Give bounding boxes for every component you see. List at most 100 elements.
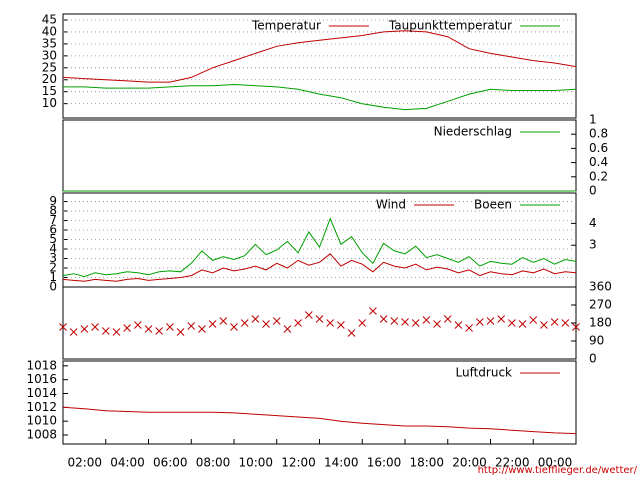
point [80,325,89,333]
y-tick-label: 9 [49,194,57,208]
point [540,321,548,329]
legend-label: Taupunkttemperatur [388,19,512,33]
series-line [62,253,577,282]
point [155,327,164,335]
point [69,328,78,336]
point [508,319,516,327]
point [347,329,356,337]
legend-label: Boeen [474,198,512,212]
y-tick-label: 5 [49,232,57,246]
point [572,323,580,331]
y-tick-label: 30 [42,48,57,62]
point [123,324,131,332]
point [133,321,142,329]
y-tick-label: 1 [49,270,57,284]
y-tick-label: 35 [42,36,57,50]
point [272,317,281,325]
point [454,321,463,329]
series-line [62,406,577,435]
point [251,315,260,323]
point [486,317,495,325]
x-tick-label: 18:00 [409,456,444,470]
point [262,320,270,328]
point [304,311,313,319]
point [561,319,570,327]
x-tick-label: 22:00 [495,456,530,470]
legend-label: Niederschlag [434,125,512,139]
y-tick-label: 1018 [26,358,57,372]
point [465,324,473,332]
x-tick-label: 04:00 [110,456,145,470]
series-line [62,30,577,83]
point [401,318,409,326]
point [166,323,174,331]
legend-label: Luftdruck [455,366,512,380]
x-tick-label: 10:00 [238,456,273,470]
y-tick-label: 1008 [26,428,57,442]
point [101,327,110,335]
source-link[interactable]: http://www.tiefflieger.de/wetter/ [478,465,638,476]
point [240,319,249,327]
point [326,319,335,327]
legend-label: Wind [376,198,406,212]
y-tick-label: 20 [42,72,57,86]
x-tick-label: 02:00 [67,456,102,470]
y-tick-label: 8 [49,204,57,218]
y-tick-label: 15 [42,84,57,98]
x-tick-label: 06:00 [153,456,188,470]
point [497,315,506,323]
point [283,325,292,333]
y-tick-label: 1012 [26,400,57,414]
point [219,317,228,325]
x-tick-label: 12:00 [281,456,316,470]
point [422,316,431,324]
y-tick-label: 6 [49,223,57,237]
y-tick-label: 10 [42,96,57,110]
point [315,315,324,323]
point [433,320,441,328]
series-line [62,217,577,278]
point [443,315,452,323]
point [390,317,399,325]
y2-tick-label: 360 [589,280,612,294]
y-tick-label: 25 [42,60,57,74]
y2-tick-label: 0.6 [589,141,608,155]
point [112,328,121,336]
point [518,320,527,328]
x-tick-label: 20:00 [452,456,487,470]
y2-tick-label: 4 [589,216,597,230]
y-tick-label: 4 [49,242,57,256]
x-tick-label: 16:00 [367,456,402,470]
y2-tick-label: 90 [589,334,604,348]
point [198,325,206,333]
y2-tick-label: 0.2 [589,169,608,183]
y-tick-label: 3 [49,251,57,265]
y2-tick-label: 0 [589,184,597,198]
point [91,323,99,331]
point [369,307,377,315]
point [358,319,367,327]
y2-tick-label: 3 [589,238,597,252]
y2-tick-label: 0 [589,352,597,366]
y-tick-label: 0 [49,280,57,294]
point [187,322,196,330]
point [208,320,217,328]
point [411,319,420,327]
y-tick-label: 1014 [26,386,57,400]
point [176,328,185,336]
point [529,316,538,324]
y-tick-label: 40 [42,24,57,38]
x-tick-label: 00:00 [538,456,573,470]
point [337,321,345,329]
y2-tick-label: 0.4 [589,155,608,169]
point [59,323,67,331]
series-line [63,83,577,111]
y-tick-label: 1010 [26,414,57,428]
x-tick-label: 08:00 [196,456,231,470]
y-tick-label: 2 [49,261,57,275]
panel-frame [62,13,577,119]
y-tick-label: 7 [49,213,57,227]
y2-tick-label: 270 [589,298,612,312]
point [379,315,388,323]
